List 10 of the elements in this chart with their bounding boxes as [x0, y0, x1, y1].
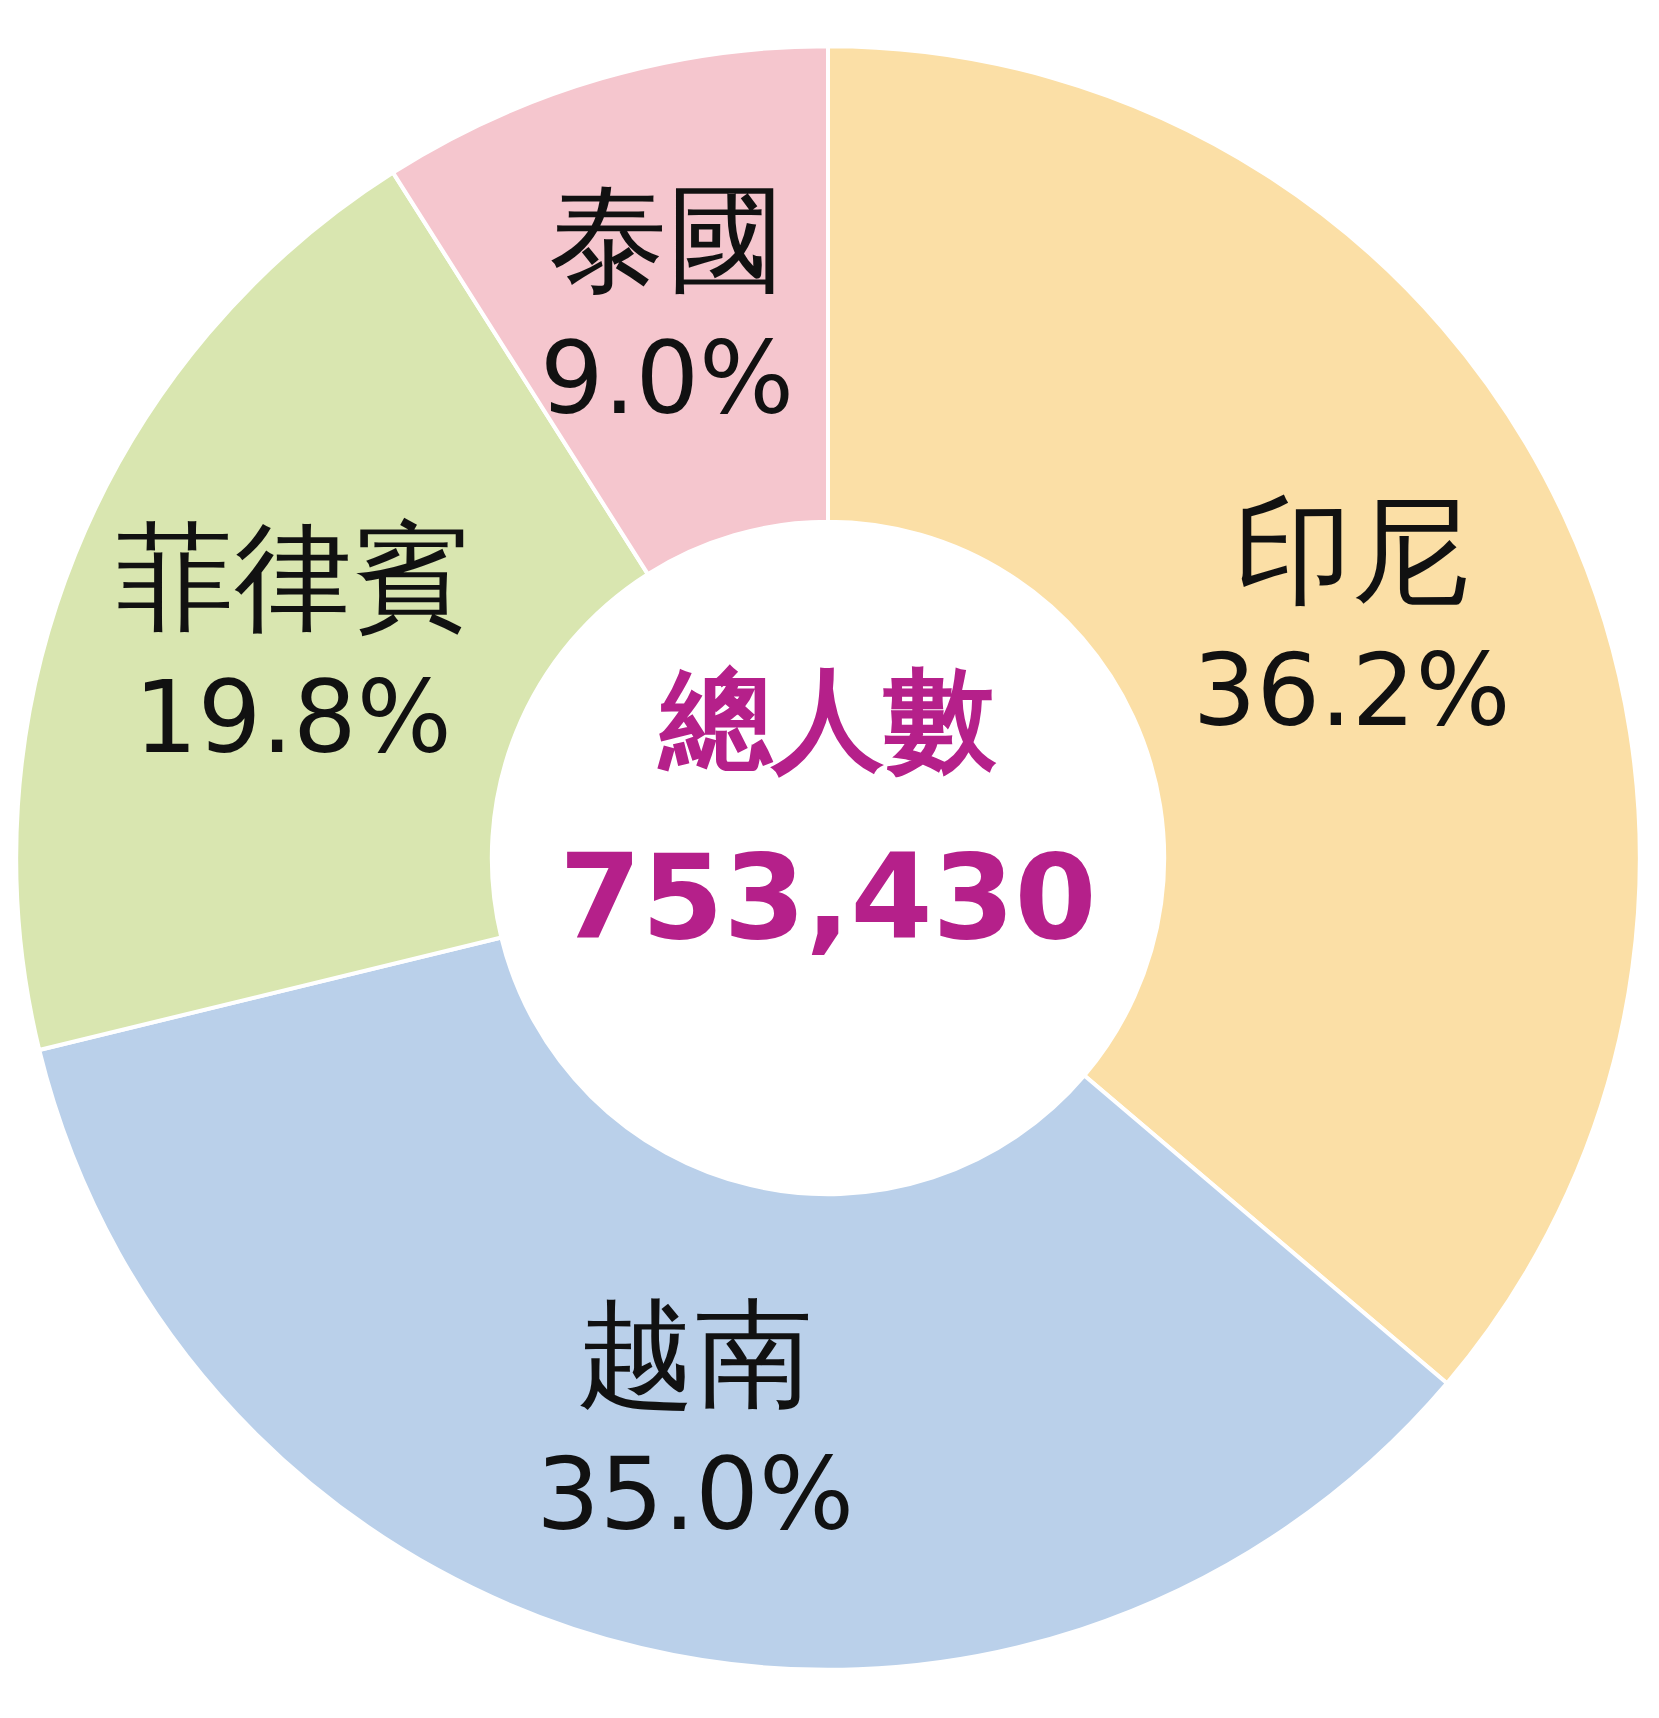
data-label: 35.0%: [536, 1435, 854, 1553]
slice-label: 泰國: [549, 169, 786, 308]
text: 753,430: [559, 828, 1097, 966]
data-label: 9.0%: [539, 320, 795, 438]
text: 總人數: [657, 654, 997, 784]
slice-label: 印尼: [1233, 481, 1470, 620]
data-label: 19.8%: [134, 658, 452, 776]
slice-label: 越南: [577, 1285, 814, 1424]
data-label: 36.2%: [1192, 632, 1511, 750]
slice-label: 菲律賓: [115, 508, 470, 647]
